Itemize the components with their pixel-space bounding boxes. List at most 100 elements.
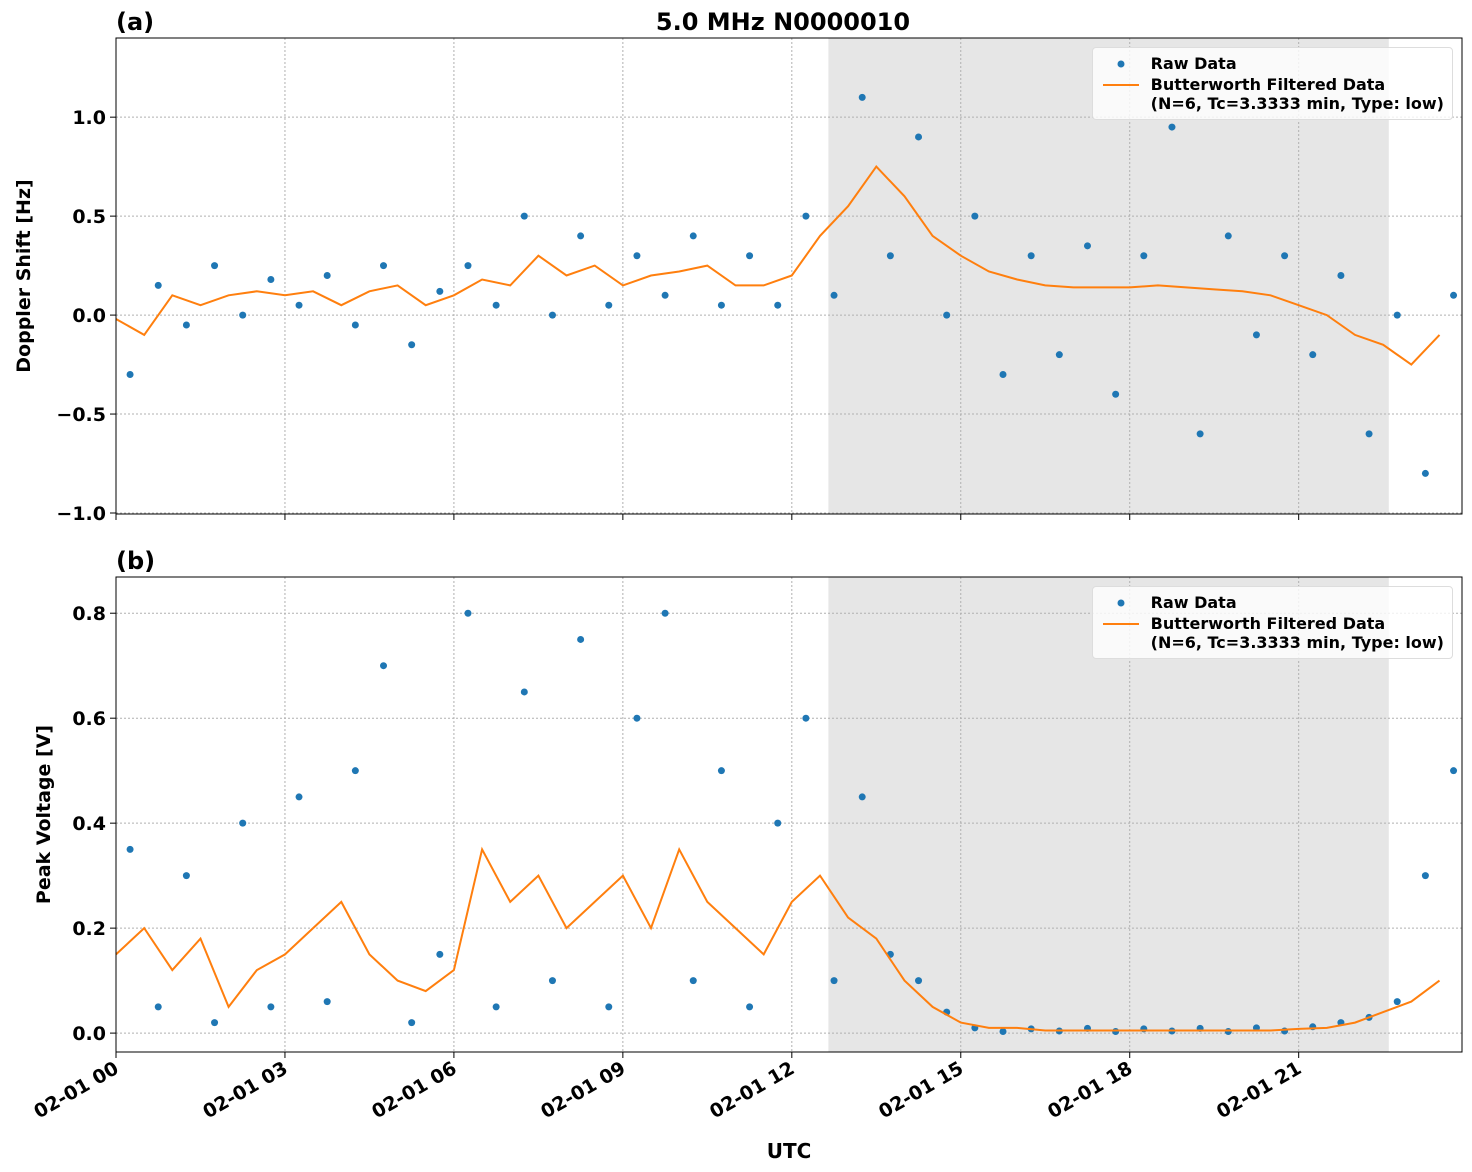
raw-point	[661, 609, 669, 617]
raw-point	[830, 291, 838, 299]
raw-point	[351, 321, 359, 329]
raw-point	[126, 845, 134, 853]
legend-entry: Raw Data	[1101, 593, 1444, 612]
legend-swatch	[1117, 60, 1125, 68]
raw-point	[1224, 1028, 1232, 1036]
plot-frame	[115, 576, 1463, 1053]
raw-point	[211, 262, 219, 270]
legend-label: Raw Data	[1150, 593, 1237, 612]
raw-point	[1393, 311, 1401, 319]
raw-point	[267, 1003, 275, 1011]
x-tick-label: 02-01 09	[537, 1057, 629, 1123]
raw-point	[154, 1003, 162, 1011]
y-tick-label: 1.0	[72, 107, 106, 129]
raw-point	[689, 977, 697, 985]
raw-point	[520, 688, 528, 696]
raw-point	[492, 1003, 500, 1011]
raw-point	[239, 311, 247, 319]
legend: Raw Data Butterworth Filtered Data (N=6, …	[1091, 586, 1453, 659]
raw-point	[520, 212, 528, 220]
raw-point	[830, 977, 838, 985]
raw-point	[746, 252, 754, 260]
x-tick-label: 02-01 12	[706, 1057, 798, 1123]
raw-point	[1196, 430, 1204, 438]
raw-point	[577, 232, 585, 240]
raw-point	[408, 341, 416, 349]
legend-swatch	[1102, 623, 1139, 625]
x-tick-label: 02-01 15	[875, 1057, 967, 1123]
x-tick-label: 02-01 18	[1044, 1057, 1136, 1123]
raw-point	[1421, 469, 1429, 477]
legend: Raw Data Butterworth Filtered Data (N=6, …	[1091, 47, 1453, 120]
legend-entry: Raw Data	[1101, 54, 1444, 73]
legend-swatch	[1117, 599, 1125, 607]
raw-point	[1252, 331, 1260, 339]
raw-point	[802, 212, 810, 220]
raw-point	[915, 977, 923, 985]
legend-key	[1101, 75, 1141, 94]
raw-point	[1281, 252, 1289, 260]
legend-marker	[1117, 599, 1125, 607]
x-tick-label: 02-01 06	[368, 1057, 460, 1123]
raw-point	[1309, 351, 1317, 359]
y-tick-label: −0.5	[56, 404, 106, 426]
raw-point	[971, 212, 979, 220]
legend-swatch	[1102, 84, 1139, 86]
y-tick-label: 0.0	[72, 1023, 106, 1045]
raw-point	[492, 301, 500, 309]
raw-point	[408, 1019, 416, 1027]
raw-point	[774, 301, 782, 309]
raw-point	[605, 301, 613, 309]
y-tick-label: −1.0	[56, 503, 106, 525]
raw-point	[1224, 232, 1232, 240]
raw-point	[1055, 351, 1063, 359]
raw-point	[1027, 252, 1035, 260]
y-tick-label: 0.8	[72, 603, 106, 625]
raw-point	[633, 252, 641, 260]
panel-label: (b)	[116, 547, 155, 575]
raw-point	[746, 1003, 754, 1011]
raw-point	[1168, 123, 1176, 131]
raw-point	[464, 609, 472, 617]
raw-point	[1393, 998, 1401, 1006]
x-axis-label: UTC	[767, 1139, 812, 1163]
y-tick-label: 0.4	[72, 813, 106, 835]
raw-point	[380, 662, 388, 670]
y-axis-label: Doppler Shift [Hz]	[13, 179, 35, 372]
raw-point	[858, 93, 866, 101]
x-tick-label: 02-01 21	[1213, 1057, 1305, 1123]
x-tick-label: 02-01 00	[30, 1057, 122, 1123]
raw-point	[999, 1028, 1007, 1036]
raw-point	[999, 370, 1007, 378]
raw-point	[1450, 767, 1458, 775]
raw-point	[182, 872, 190, 880]
raw-point	[239, 819, 247, 827]
plot-frame	[115, 37, 1463, 515]
raw-point	[689, 232, 697, 240]
legend-key	[1101, 54, 1141, 73]
raw-point	[1083, 242, 1091, 250]
filtered-line	[115, 846, 1441, 1032]
raw-point	[1337, 272, 1345, 280]
raw-point	[1450, 291, 1458, 299]
raw-point	[295, 793, 303, 801]
raw-point	[858, 793, 866, 801]
raw-point	[295, 301, 303, 309]
raw-point	[943, 311, 951, 319]
raw-point	[1365, 430, 1373, 438]
raw-point	[605, 1003, 613, 1011]
raw-point	[182, 321, 190, 329]
panel-label: (a)	[116, 8, 154, 36]
raw-point	[380, 262, 388, 270]
chart-title: 5.0 MHz N0000010	[656, 8, 910, 36]
filtered-line	[115, 165, 1441, 366]
raw-point	[548, 311, 556, 319]
raw-point	[267, 275, 275, 283]
raw-point	[548, 977, 556, 985]
legend-entry: Butterworth Filtered Data (N=6, Tc=3.333…	[1101, 75, 1444, 113]
x-tick-label: 02-01 03	[199, 1057, 291, 1123]
raw-point	[717, 301, 725, 309]
raw-point	[154, 281, 162, 289]
raw-point	[1281, 1027, 1289, 1035]
raw-point	[577, 635, 585, 643]
